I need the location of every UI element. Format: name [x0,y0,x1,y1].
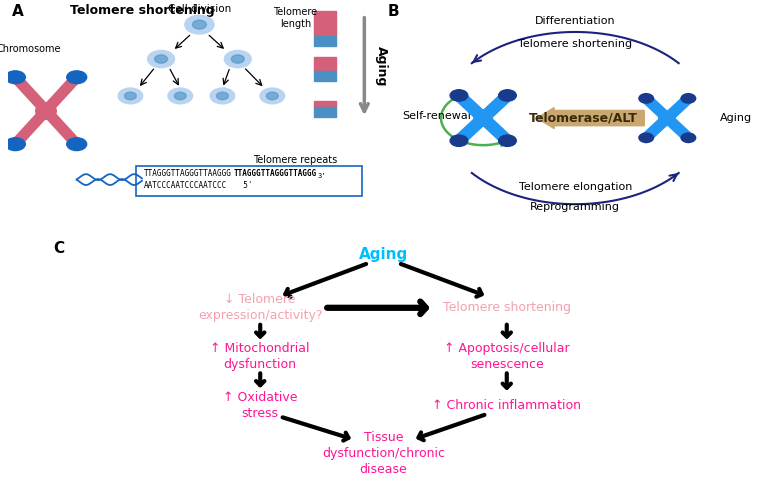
Text: Reprogramming: Reprogramming [530,202,621,212]
Text: B: B [387,3,399,19]
Text: Telomere repeats: Telomere repeats [253,155,337,165]
Text: ↓ Telomere
expression/activity?: ↓ Telomere expression/activity? [198,293,322,322]
Text: Telomere elongation: Telomere elongation [518,182,632,192]
Text: Telomere shortening: Telomere shortening [70,3,214,17]
Text: 3': 3' [318,173,326,180]
Bar [314,71,336,81]
Circle shape [499,90,516,101]
Circle shape [681,93,696,103]
Text: Aging: Aging [719,113,752,123]
Circle shape [5,71,25,84]
Circle shape [174,92,186,100]
Circle shape [225,50,251,67]
Text: Aging: Aging [359,246,408,262]
Circle shape [681,133,696,142]
Circle shape [185,15,214,34]
Text: AATCCCAATCCCAATCCC: AATCCCAATCCCAATCCC [143,181,227,190]
Bar [314,107,336,117]
Circle shape [124,92,137,100]
Circle shape [147,50,175,67]
Text: ↑ Oxidative
stress: ↑ Oxidative stress [223,391,298,420]
Text: ↑ Apoptosis/cellular
senescence: ↑ Apoptosis/cellular senescence [444,342,570,371]
Text: ↑ Chronic inflammation: ↑ Chronic inflammation [433,399,581,411]
Text: ↑ Mitochondrial
dysfunction: ↑ Mitochondrial dysfunction [210,342,310,371]
Circle shape [260,88,285,104]
Circle shape [639,133,653,142]
Text: Differentiation: Differentiation [535,16,616,26]
Text: TTAGGGTTAGGGTTAGGG: TTAGGGTTAGGGTTAGGG [234,169,318,178]
Circle shape [266,92,278,100]
Circle shape [67,138,87,151]
Text: Telomerase/ALT: Telomerase/ALT [528,112,637,124]
Text: TTAGGGTTAGGGTTAAGGG: TTAGGGTTAGGGTTAAGGG [143,169,232,178]
Text: Telomere shortening: Telomere shortening [443,301,571,314]
Circle shape [232,55,244,63]
Circle shape [155,55,167,63]
Bar [314,57,336,71]
Text: A: A [12,3,23,19]
Circle shape [210,88,235,104]
Circle shape [450,90,468,101]
Circle shape [216,92,229,100]
Circle shape [193,20,206,29]
Circle shape [118,88,143,104]
Bar [314,11,336,35]
Text: Telomere shortening: Telomere shortening [518,39,632,49]
Circle shape [5,138,25,151]
Bar [314,101,336,107]
Circle shape [499,135,516,147]
Bar [314,35,336,45]
Text: Telomere
length: Telomere length [273,7,318,29]
Text: Chromosome: Chromosome [0,44,61,54]
Text: C: C [53,241,64,256]
Text: Self-renewal: Self-renewal [403,111,472,121]
Circle shape [639,93,653,103]
Text: Tissue
dysfunction/chronic
disease: Tissue dysfunction/chronic disease [322,431,445,476]
Circle shape [450,135,468,147]
Text: 5': 5' [234,181,252,190]
FancyArrow shape [537,108,644,128]
Circle shape [168,88,193,104]
Text: Cell division: Cell division [168,3,231,14]
Text: Aging: Aging [375,46,388,87]
Circle shape [67,71,87,84]
